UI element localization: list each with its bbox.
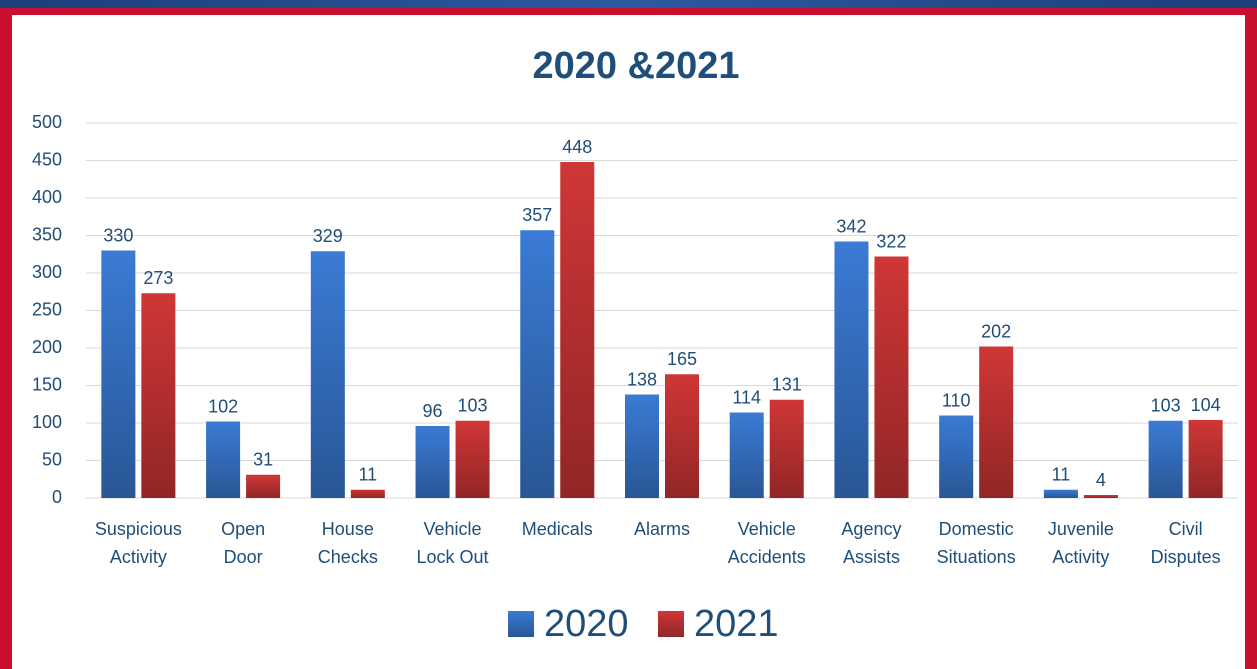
x-tick-label: Alarms: [634, 519, 690, 539]
y-tick-label: 200: [32, 337, 62, 357]
bar-shade: [560, 162, 595, 498]
x-tick-line: Activity: [110, 547, 167, 567]
data-label: 102: [208, 396, 238, 416]
x-tick-line: Alarms: [634, 519, 690, 539]
data-label: 131: [772, 375, 802, 395]
x-tick-label: Medicals: [522, 519, 593, 539]
data-label: 104: [1191, 395, 1221, 415]
data-label: 11: [1052, 465, 1071, 485]
data-label: 31: [253, 450, 273, 470]
x-tick-label: Domestic Situations: [937, 519, 1016, 567]
bar-shade: [769, 399, 804, 498]
y-tick-label: 450: [32, 149, 62, 169]
x-tick-label: Juvenile Activity: [1048, 519, 1114, 567]
bar-shade: [665, 374, 699, 498]
bar-shade: [246, 474, 281, 498]
data-label: 103: [458, 396, 488, 416]
x-tick-label: House Checks: [318, 519, 378, 567]
x-tick-line: Juvenile: [1048, 519, 1114, 539]
legend-swatch-shade: [508, 611, 534, 637]
y-tick-label: 100: [32, 412, 62, 432]
x-tick-line: Lock Out: [417, 547, 489, 567]
y-tick-label: 250: [32, 299, 62, 319]
bar-shade: [1148, 420, 1183, 498]
bar-shade: [1083, 495, 1118, 498]
bar-shade: [350, 489, 385, 498]
x-tick-line: Situations: [937, 547, 1016, 567]
data-label: 342: [836, 216, 866, 236]
bar-shade: [874, 256, 909, 498]
data-label: 357: [522, 205, 552, 225]
frame-top: [0, 0, 1257, 8]
bar-shade: [625, 394, 659, 498]
data-label: 138: [627, 369, 657, 389]
y-tick-label: 350: [32, 224, 62, 244]
bar-shade: [1043, 489, 1078, 498]
data-label: 329: [313, 226, 343, 246]
bar-shade: [101, 250, 136, 498]
x-tick-label: Open Door: [221, 519, 265, 567]
legend-label: 2021: [694, 603, 779, 645]
x-tick-line: Checks: [318, 547, 378, 567]
data-label: 110: [942, 390, 971, 410]
y-tick-label: 500: [32, 112, 62, 132]
x-tick-line: Accidents: [728, 547, 806, 567]
bar-shade: [979, 346, 1014, 498]
data-label: 11: [358, 465, 377, 485]
legend-label: 2020: [544, 603, 629, 645]
data-label: 330: [103, 225, 133, 245]
bar-shade: [206, 421, 241, 498]
bar-shade: [834, 241, 869, 498]
bar-shade: [310, 251, 345, 498]
x-tick-line: House: [322, 519, 374, 539]
y-tick-label: 300: [32, 262, 62, 282]
x-tick-label: Vehicle Lock Out: [417, 519, 489, 567]
bar-shade: [415, 426, 450, 498]
data-label: 165: [667, 349, 697, 369]
x-tick-line: Open: [221, 519, 265, 539]
data-label: 202: [981, 321, 1011, 341]
x-tick-line: Suspicious: [95, 519, 182, 539]
x-tick-line: Door: [224, 547, 263, 567]
data-label: 322: [876, 231, 906, 251]
data-label: 448: [562, 137, 592, 157]
x-tick-label: Suspicious Activity: [95, 519, 182, 567]
x-tick-line: Vehicle: [424, 519, 482, 539]
legend-swatch-shade: [658, 611, 684, 637]
y-tick-label: 150: [32, 374, 62, 394]
y-tick-label: 400: [32, 187, 62, 207]
data-label: 114: [732, 387, 761, 407]
data-label: 103: [1151, 396, 1181, 416]
x-tick-line: Civil: [1169, 519, 1203, 539]
x-tick-label: Agency Assists: [841, 519, 901, 567]
x-tick-line: Domestic: [939, 519, 1014, 539]
x-tick-line: Medicals: [522, 519, 593, 539]
bar-shade: [455, 420, 490, 498]
x-tick-line: Vehicle: [738, 519, 796, 539]
data-label: 273: [143, 268, 173, 288]
data-label: 4: [1096, 470, 1106, 490]
x-tick-label: Civil Disputes: [1151, 519, 1221, 567]
data-label: 96: [423, 401, 443, 421]
chart-title: 2020 &2021: [532, 45, 739, 87]
x-tick-line: Agency: [841, 519, 901, 539]
bar-shade: [520, 230, 555, 498]
x-tick-label: Vehicle Accidents: [728, 519, 806, 567]
bar-shade: [939, 415, 974, 498]
x-tick-line: Assists: [843, 547, 900, 567]
x-tick-line: Disputes: [1151, 547, 1221, 567]
y-tick-label: 50: [42, 449, 62, 469]
bar-shade: [729, 412, 764, 498]
bar-shade: [1188, 420, 1223, 498]
y-tick-label: 0: [52, 487, 62, 507]
panel: [12, 15, 1245, 669]
bar-shade: [141, 293, 176, 498]
x-tick-line: Activity: [1052, 547, 1109, 567]
